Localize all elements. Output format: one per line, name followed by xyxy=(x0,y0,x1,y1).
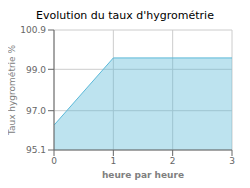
svg-text:100.9: 100.9 xyxy=(20,25,46,35)
svg-text:Taux hygrométrie %: Taux hygrométrie % xyxy=(8,44,17,136)
svg-text:95.1: 95.1 xyxy=(26,145,46,155)
svg-text:3: 3 xyxy=(229,156,235,166)
svg-text:0: 0 xyxy=(51,156,57,166)
svg-text:97.0: 97.0 xyxy=(26,106,46,116)
svg-text:99.0: 99.0 xyxy=(26,65,46,75)
svg-text:heure par heure: heure par heure xyxy=(102,170,184,180)
html-text:Evolution du taux d'hygrométri: Evolution du taux d'hygrométrie xyxy=(36,9,214,22)
svg-text:2: 2 xyxy=(170,156,176,166)
svg-text:1: 1 xyxy=(110,156,116,166)
